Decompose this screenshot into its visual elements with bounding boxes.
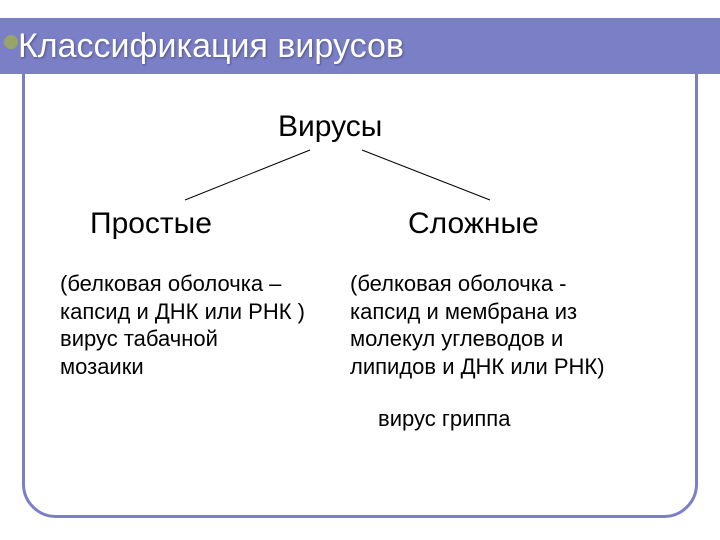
branch-description-simple: (белковая оболочка – капсид и ДНК или РН…	[60, 270, 305, 380]
branch-description-complex: (белковая оболочка - капсид и мембрана и…	[350, 270, 605, 380]
branch-label-complex: Сложные	[408, 205, 539, 243]
title-bullet-icon	[4, 35, 18, 49]
tree-root-label: Вирусы	[278, 108, 382, 146]
slide-title: Классификация вирусов	[18, 25, 404, 68]
branch-example-complex: вирус гриппа	[378, 405, 510, 433]
branch-label-simple: Простые	[90, 205, 212, 243]
